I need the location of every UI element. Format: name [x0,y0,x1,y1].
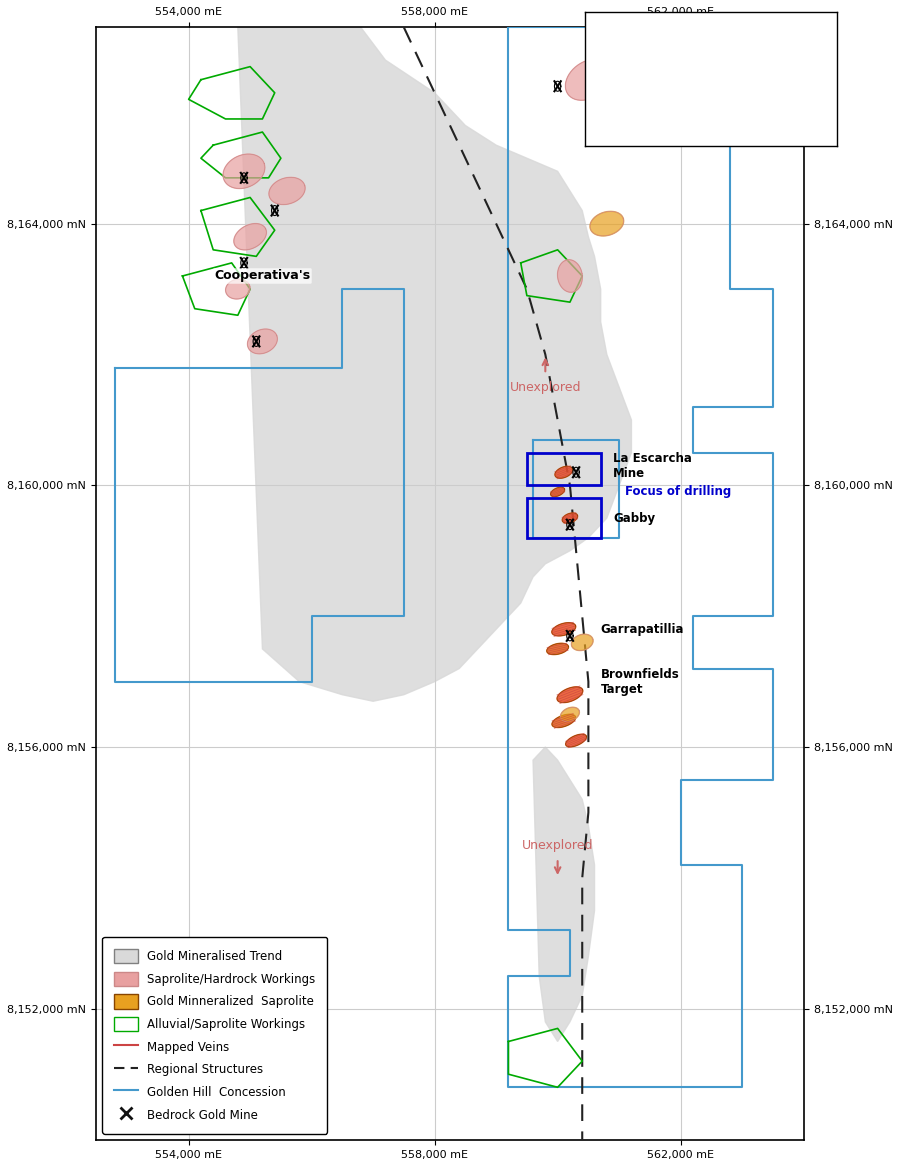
Polygon shape [226,279,250,299]
Polygon shape [238,27,632,701]
Polygon shape [552,714,576,727]
Polygon shape [555,467,572,478]
Polygon shape [234,224,266,250]
Polygon shape [566,734,587,747]
Polygon shape [551,487,564,497]
Polygon shape [547,643,569,655]
Polygon shape [248,329,277,354]
Legend: Gold Mineralised Trend, Saprolite/Hardrock Workings, Gold Minneralized  Saprolit: Gold Mineralised Trend, Saprolite/Hardro… [103,937,328,1133]
Polygon shape [223,154,265,189]
Polygon shape [565,60,611,100]
Bar [603,110,781,121]
Bar [603,110,692,121]
Polygon shape [561,707,580,721]
Text: Puquio Norte
(Produced > 350 koz Au): Puquio Norte (Produced > 350 koz Au) [607,76,745,97]
Text: Unexplored: Unexplored [509,380,581,393]
Polygon shape [552,623,576,636]
Polygon shape [572,634,593,650]
Text: Garrapatillia: Garrapatillia [600,623,684,636]
Polygon shape [533,747,595,1041]
Text: N: N [686,12,700,29]
Bar [603,110,692,121]
Text: Unexplored: Unexplored [522,839,593,852]
Polygon shape [590,211,624,236]
Polygon shape [557,687,583,703]
Text: Focus of drilling: Focus of drilling [626,485,732,498]
Polygon shape [269,177,305,204]
Text: 2 km: 2 km [675,125,709,138]
Text: Cooperativa's: Cooperativa's [214,270,310,282]
Text: Gabby: Gabby [613,511,655,525]
Polygon shape [557,260,582,292]
Polygon shape [562,513,578,523]
Text: Brownfields
Target: Brownfields Target [600,668,680,696]
Text: La Escarcha
Mine: La Escarcha Mine [613,452,692,480]
